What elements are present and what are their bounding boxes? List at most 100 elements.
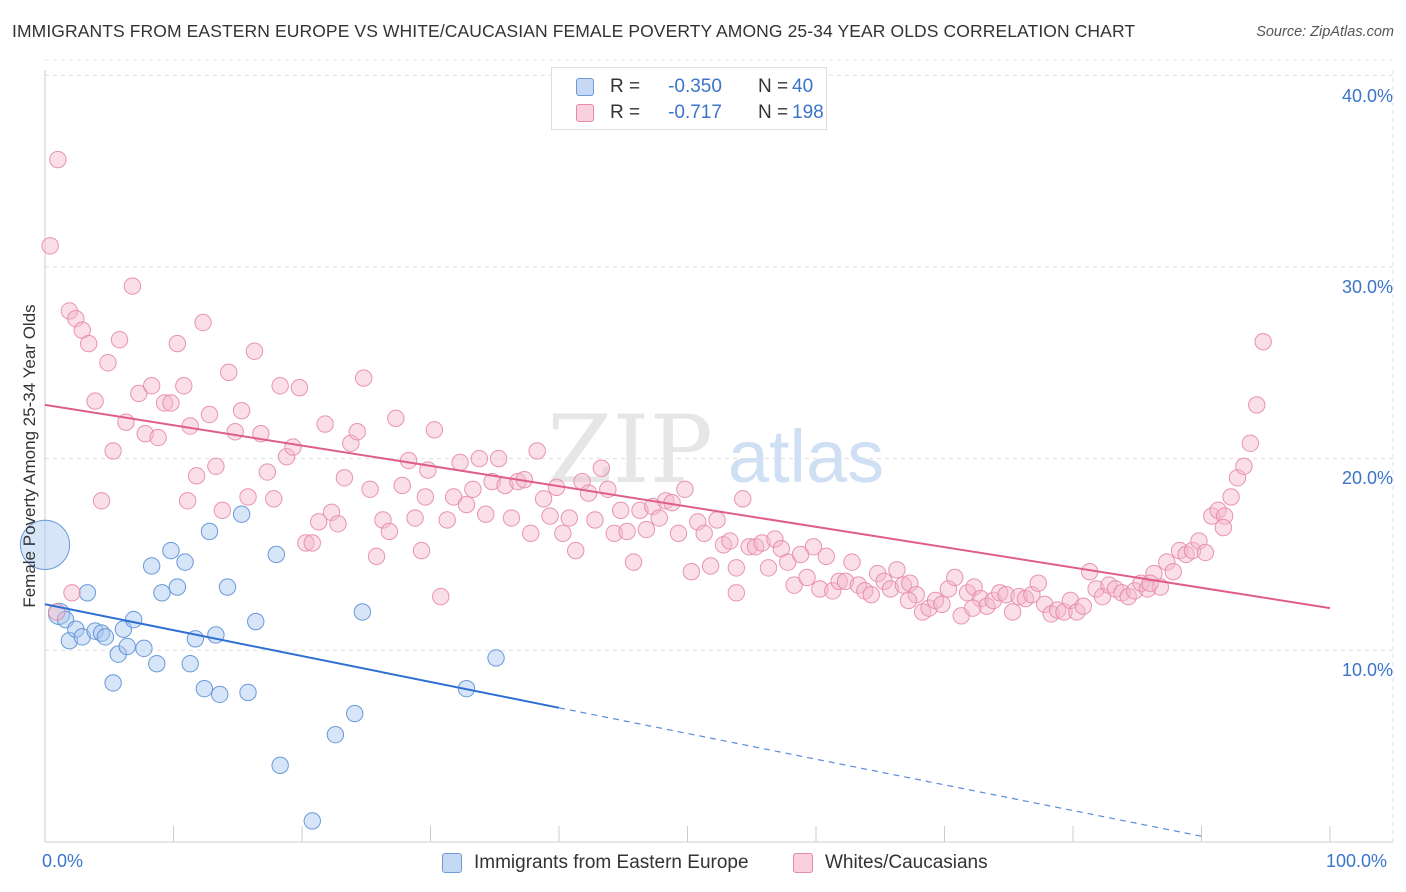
data-point [218, 578, 237, 596]
data-point [881, 580, 900, 598]
data-point [425, 421, 444, 439]
data-point [86, 392, 104, 410]
data-point [701, 557, 720, 575]
watermark-zip: ZIP [547, 396, 713, 505]
data-point [766, 530, 784, 548]
data-point [779, 553, 797, 571]
data-point [727, 559, 746, 577]
data-point [153, 584, 171, 602]
chart-title: IMMIGRANTS FROM EASTERN EUROPE VS WHITE/… [12, 21, 1136, 41]
data-point [387, 409, 405, 428]
y-tick-label: 40.0% [1341, 86, 1393, 106]
data-point [393, 476, 411, 495]
data-point [220, 363, 238, 382]
data-point [412, 541, 431, 560]
data-point [502, 509, 521, 527]
data-point [194, 313, 212, 332]
data-point [1074, 597, 1092, 615]
correlation-legend: R = -0.350 N = 40 R = -0.717 N = 198 [551, 67, 827, 130]
data-point [118, 637, 136, 656]
data-point [19, 519, 71, 570]
data-point [200, 522, 219, 541]
data-point [560, 509, 578, 527]
data-point [213, 501, 232, 520]
data-point [567, 541, 585, 560]
data-point [624, 553, 643, 571]
data-point [483, 472, 501, 491]
legend-label: Whites/Caucasians [825, 852, 988, 873]
data-point [79, 334, 98, 353]
data-point [888, 561, 906, 579]
y-tick-label: 20.0% [1341, 468, 1393, 488]
data-point [232, 505, 251, 523]
data-point [271, 377, 289, 395]
data-point [1222, 488, 1240, 506]
data-point [96, 628, 115, 646]
data-point [239, 488, 257, 506]
data-point [265, 490, 283, 508]
data-point [464, 480, 482, 498]
data-point [142, 557, 161, 575]
data-point [753, 534, 771, 552]
trend-line-immigrants-extrapolated [558, 707, 1202, 837]
data-point [148, 655, 166, 673]
data-point [178, 492, 197, 510]
data-point [367, 547, 386, 566]
data-point [740, 538, 758, 556]
data-point [1141, 574, 1159, 592]
data-point [207, 457, 225, 475]
trend-line-immigrants [44, 603, 560, 709]
data-point [1196, 543, 1215, 562]
data-point [534, 490, 553, 508]
data-point [290, 378, 309, 397]
data-point [991, 584, 1009, 602]
data-point [933, 595, 951, 613]
legend-swatch-blue [576, 78, 594, 96]
y-tick-label: 10.0% [1341, 660, 1393, 680]
data-point [168, 578, 187, 596]
data-point [162, 541, 180, 560]
source-credit: Source: ZipAtlas.com [1256, 24, 1394, 40]
r-label: R = [610, 76, 641, 97]
data-point [310, 513, 328, 531]
r-label: R = [610, 102, 641, 123]
data-point [432, 587, 450, 606]
data-point [579, 484, 598, 502]
watermark-atlas: atlas [728, 415, 884, 498]
data-point [380, 522, 399, 541]
legend-swatch-blue [442, 853, 462, 873]
data-point [631, 501, 649, 520]
data-point [1254, 332, 1272, 351]
data-point [798, 568, 816, 587]
data-point [416, 488, 435, 506]
data-point [637, 520, 656, 539]
series-whites-points [41, 150, 1272, 625]
data-point [353, 603, 372, 621]
data-point [489, 449, 508, 468]
data-point [1010, 587, 1028, 606]
data-point [99, 354, 117, 372]
data-point [267, 545, 285, 564]
data-point [444, 488, 463, 506]
data-point [361, 480, 379, 498]
data-point [785, 576, 803, 594]
data-point [708, 511, 726, 529]
data-point [316, 415, 334, 433]
data-point [345, 704, 364, 723]
data-point [130, 384, 148, 403]
data-point [1235, 457, 1253, 475]
trend-lines [44, 403, 1331, 837]
data-point [136, 424, 154, 443]
data-point [124, 610, 143, 629]
data-point [817, 547, 835, 566]
data-point [836, 572, 855, 590]
data-point [326, 725, 345, 744]
data-point [284, 438, 302, 456]
data-point [804, 538, 823, 556]
data-point [650, 509, 668, 527]
data-point [899, 591, 918, 610]
data-point [997, 586, 1015, 604]
data-point [522, 524, 540, 543]
data-point [791, 545, 810, 564]
data-point [168, 334, 187, 353]
